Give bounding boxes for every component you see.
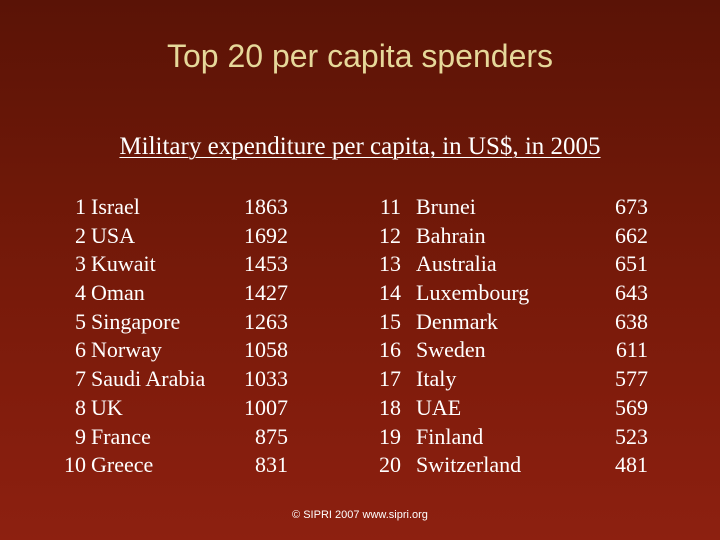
spending-value: 662: [615, 222, 648, 248]
spending-value: 673: [615, 194, 648, 219]
spending-value: 638: [615, 308, 648, 334]
rank-number: 10: [64, 452, 86, 478]
country-name: Norway: [91, 337, 162, 363]
spending-value: 481: [615, 452, 648, 478]
country-name: Bahrain: [416, 222, 486, 248]
spending-value: 651: [615, 251, 648, 277]
ranking-row: 3 Kuwait 1453: [0, 250, 360, 279]
rank-number: 16: [379, 337, 401, 363]
spending-value: 875: [255, 423, 288, 449]
country-name: Singapore: [91, 308, 181, 334]
ranking-row: 13 Australia 651: [360, 250, 720, 279]
ranking-row: 8 UK 1007: [0, 394, 360, 423]
country-name: Oman: [91, 280, 145, 306]
country-name: UK: [91, 394, 123, 420]
country-name: Denmark: [416, 308, 498, 334]
ranking-row: 20 Switzerland 481: [360, 451, 720, 480]
spending-value: 1453: [244, 251, 288, 277]
spending-value: 1863: [244, 194, 288, 219]
ranking-row: 14 Luxembourg 643: [360, 279, 720, 308]
ranking-row: 16 Sweden 611: [360, 336, 720, 365]
spending-value: 1033: [244, 366, 288, 392]
slide-subtitle: Military expenditure per capita, in US$,…: [119, 133, 601, 160]
rank-number: 8: [75, 394, 86, 420]
ranking-row: 11 Brunei 673: [360, 193, 720, 222]
ranking-list-right: 11 Brunei 673 12 Bahrain 662 13 Australia 651 14 L…: [360, 193, 720, 480]
country-name: Kuwait: [91, 251, 156, 277]
ranking-row: 2 USA 1692: [0, 222, 360, 251]
spending-value: 1007: [244, 394, 288, 420]
country-name: Sweden: [416, 337, 486, 363]
rank-number: 13: [379, 251, 401, 277]
spending-value: 611: [615, 337, 648, 363]
rank-number: 15: [379, 308, 401, 334]
country-name: Israel: [91, 194, 140, 219]
rank-number: 4: [75, 280, 86, 306]
country-name: Luxembourg: [416, 280, 530, 306]
country-name: France: [91, 423, 151, 449]
ranking-row: 12 Bahrain 662: [360, 222, 720, 251]
rank-number: 6: [75, 337, 86, 363]
country-name: UAE: [416, 394, 462, 420]
spending-value: 643: [615, 280, 648, 306]
ranking-list-left: 1 Israel 1863 2 USA 1692 3 Kuwait 1453 4 Oman 1427 5…: [0, 193, 360, 480]
spending-value: 577: [615, 366, 648, 392]
spending-value: 569: [615, 394, 648, 420]
rank-number: 14: [379, 280, 401, 306]
rank-number: 3: [75, 251, 86, 277]
rank-number: 17: [379, 366, 401, 392]
ranking-row: 4 Oman 1427: [0, 279, 360, 308]
country-name: USA: [91, 222, 136, 248]
ranking-row: 6 Norway 1058: [0, 336, 360, 365]
ranking-row: 18 UAE 569: [360, 394, 720, 423]
footer-copyright: © SIPRI 2007 www.sipri.org: [292, 509, 428, 521]
rank-number: 2: [75, 222, 86, 248]
rank-number: 18: [379, 394, 401, 420]
ranking-row: 1 Israel 1863: [0, 193, 360, 222]
country-name: Finland: [416, 423, 484, 449]
rank-number: 7: [75, 366, 86, 392]
ranking-row: 19 Finland 523: [360, 423, 720, 452]
spending-value: 831: [255, 452, 288, 478]
country-name: Italy: [416, 366, 457, 392]
ranking-row: 10 Greece 831: [0, 451, 360, 480]
spending-value: 1058: [244, 337, 288, 363]
rank-number: 11: [379, 194, 401, 219]
spending-value: 1263: [244, 308, 288, 334]
rank-number: 19: [379, 423, 401, 449]
ranking-row: 9 France 875: [0, 423, 360, 452]
rank-number: 5: [75, 308, 86, 334]
rank-number: 9: [75, 423, 86, 449]
ranking-row: 17 Italy 577: [360, 365, 720, 394]
country-name: Saudi Arabia: [91, 366, 206, 392]
country-name: Switzerland: [416, 452, 522, 478]
spending-value: 1692: [244, 222, 288, 248]
ranking-row: 5 Singapore 1263: [0, 308, 360, 337]
country-name: Greece: [91, 452, 154, 478]
slide-title: Top 20 per capita spenders: [166, 38, 554, 74]
spending-value: 523: [615, 423, 648, 449]
ranking-row: 7 Saudi Arabia 1033: [0, 365, 360, 394]
rank-number: 1: [75, 194, 86, 219]
country-name: Australia: [416, 251, 497, 277]
spending-value: 1427: [244, 280, 288, 306]
rank-number: 20: [379, 452, 401, 478]
ranking-row: 15 Denmark 638: [360, 308, 720, 337]
rank-number: 12: [379, 222, 401, 248]
country-name: Brunei: [416, 194, 476, 219]
